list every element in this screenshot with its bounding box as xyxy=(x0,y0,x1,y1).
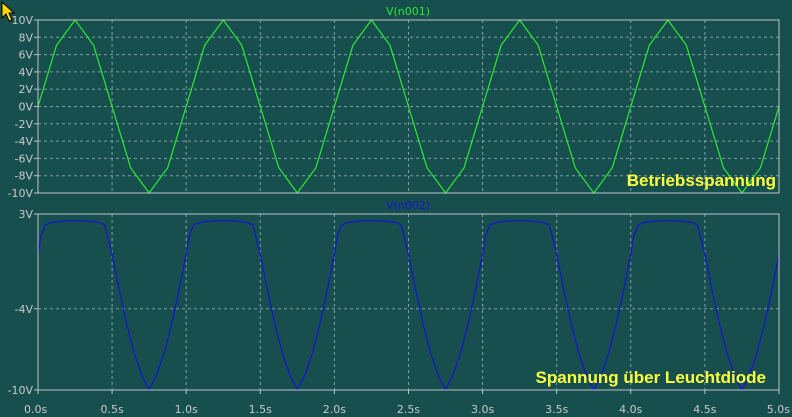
x-tick-label: 0.0s xyxy=(24,403,47,416)
grid-bottom xyxy=(38,214,779,390)
y-axis-top: 10V 8V 6V 4V 2V 0V -2V -4V -6V -8V -10V xyxy=(8,14,38,200)
y-tick-label: 8V xyxy=(18,31,33,44)
pane-bottom[interactable]: V(n002) 3V -4V -10V 0.0s 0.5s 1.0s 1.5s 2.0s 2.… xyxy=(8,199,791,416)
y-tick-label: -10V xyxy=(8,384,34,397)
y-tick-label: 6V xyxy=(18,49,33,62)
y-tick-label: 10V xyxy=(11,14,33,27)
mouse-pointer-icon xyxy=(1,0,16,22)
y-tick-label: 0V xyxy=(18,101,33,114)
x-tick-label: 3.0s xyxy=(471,403,494,416)
x-tick-label: 2.5s xyxy=(397,403,420,416)
trace-title-v-n001[interactable]: V(n001) xyxy=(386,5,430,18)
y-tick-label: 2V xyxy=(18,83,33,96)
y-tick-label: 3V xyxy=(18,208,33,221)
x-tick-label: 2.0s xyxy=(323,403,346,416)
x-tick-label: 3.5s xyxy=(545,403,568,416)
x-tick-label: 5.0s xyxy=(767,403,790,416)
y-tick-label: -2V xyxy=(15,118,34,131)
pane-frame-top xyxy=(37,19,780,194)
trace-title-v-n002[interactable]: V(n002) xyxy=(386,199,430,212)
y-axis-bottom: 3V -4V -10V xyxy=(8,208,38,397)
y-tick-label: -4V xyxy=(15,303,34,316)
pane-top[interactable]: V(n001) 10V 8V 6V 4V 2V 0V -2V -4V -6V -8V -10V Be… xyxy=(8,5,780,200)
x-tick-label: 1.5s xyxy=(249,403,272,416)
annotation-betriebsspannung: Betriebsspannung xyxy=(627,171,776,190)
pane-frame-bottom xyxy=(37,213,780,391)
x-tick-label: 0.5s xyxy=(100,403,123,416)
x-axis: 0.0s 0.5s 1.0s 1.5s 2.0s 2.5s 3.0s 3.5s 4.0s 4.5s… xyxy=(24,390,790,416)
annotation-spannung-ueber-leuchtdiode: Spannung über Leuchtdiode xyxy=(536,368,766,387)
y-tick-label: -10V xyxy=(8,187,34,200)
y-tick-label: -4V xyxy=(15,135,34,148)
series-line-v-n001[interactable] xyxy=(37,18,780,195)
y-tick-label: -6V xyxy=(15,152,34,165)
x-tick-label: 1.0s xyxy=(175,403,198,416)
y-tick-label: 4V xyxy=(18,66,33,79)
series-line-v-n002[interactable] xyxy=(37,220,780,392)
y-tick-label: -8V xyxy=(15,170,34,183)
x-tick-label: 4.5s xyxy=(693,403,716,416)
x-tick-label: 4.0s xyxy=(619,403,642,416)
